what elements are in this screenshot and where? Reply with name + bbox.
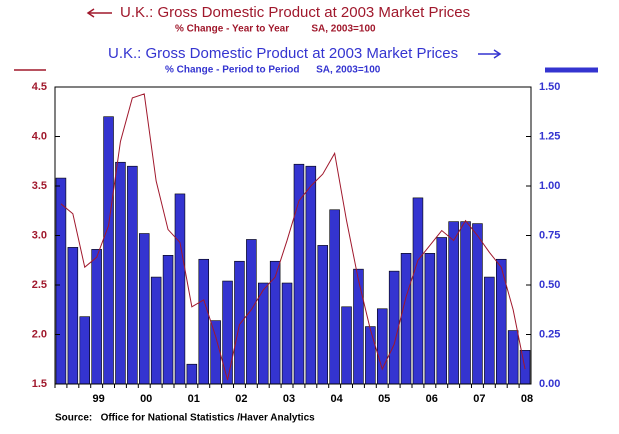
bar [400,253,412,385]
bar [376,308,388,385]
bar [305,165,317,385]
y-tick-label: 2.5 [32,279,47,291]
x-tick-label: 04 [330,393,343,405]
y-tick-label: 2.0 [32,328,47,340]
y-tick-label: 3.5 [32,180,47,192]
bar [353,268,364,385]
bar [436,237,447,385]
bar [472,223,483,385]
bar [341,306,352,385]
y2-tick-label: 0.00 [539,378,560,390]
bar [127,165,138,385]
x-tick-label: 03 [283,393,295,405]
bar [365,326,376,385]
y-tick-label: 1.5 [32,378,47,390]
y2-tick-label: 1.25 [539,130,560,142]
bar [115,161,126,385]
y2-tick-label: 0.50 [539,279,560,291]
bar [388,270,400,385]
bar [55,177,67,385]
bar [448,221,459,385]
bar [257,282,269,385]
y-tick-label: 3.0 [32,229,47,241]
bar-title: U.K.: Gross Domestic Product at 2003 Mar… [108,45,458,62]
line-subtitle: % Change - Year to Year SA, 2003=100 [175,24,376,35]
y2-tick-label: 0.25 [539,328,560,340]
bar [484,276,495,385]
bar [103,116,114,385]
bar [460,221,471,385]
arrow-left-head [86,8,95,18]
bar [507,330,519,385]
bar [162,255,174,385]
bar [412,197,424,385]
line [60,93,526,381]
x-tick-label: 06 [426,393,438,405]
line-title: U.K.: Gross Domestic Product at 2003 Mar… [120,4,470,21]
bar [91,249,102,385]
bar [186,363,198,385]
x-tick-label: 00 [140,393,152,405]
y2-tick-label: 1.50 [539,81,560,93]
bar [174,193,186,385]
x-tick-label: 02 [235,393,247,405]
arrow-right-head [493,49,502,59]
bar [79,316,91,385]
x-tick-label: 05 [378,393,390,405]
source: Source: Office for National Statistics /… [55,413,315,424]
y-tick-label: 4.0 [32,130,47,142]
y2-tick-label: 0.75 [539,229,560,241]
y-tick-label: 4.5 [32,81,47,93]
bar-subtitle: % Change - Period to Period SA, 2003=100 [165,65,381,76]
bar [150,276,162,385]
bar [234,260,245,385]
bar [329,209,340,385]
bar [210,320,221,385]
x-tick-label: 99 [92,393,104,405]
x-tick-label: 01 [188,393,200,405]
bar [67,247,79,385]
bar [246,239,257,385]
x-tick-label: 07 [473,393,485,405]
bar [317,245,328,385]
plot-frame [54,86,532,385]
bar [269,260,281,385]
y2-tick-label: 1.00 [539,180,560,192]
bar [198,258,210,385]
bar [281,282,293,385]
x-tick-label: 08 [521,393,533,405]
bar [424,253,436,385]
bar [139,233,150,385]
